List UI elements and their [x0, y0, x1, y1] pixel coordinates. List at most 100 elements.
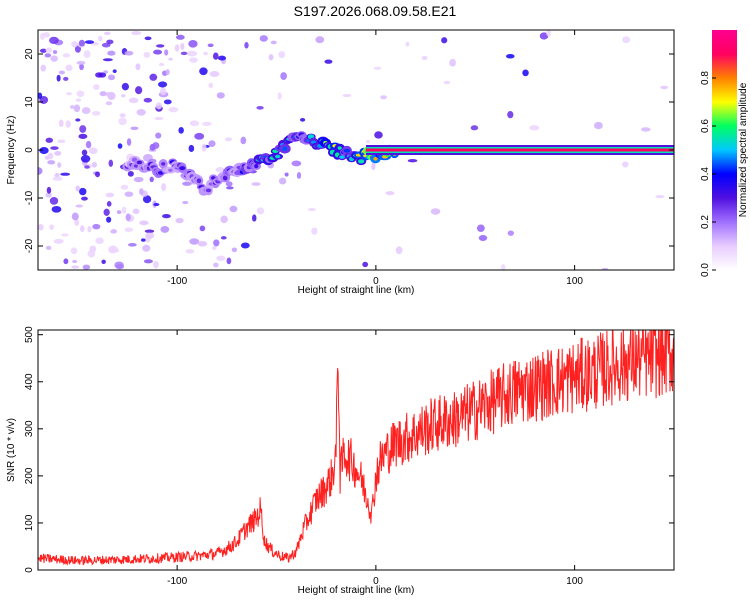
spectrogram-noise-cell — [72, 259, 78, 264]
spectrogram-noise-cell — [307, 208, 316, 212]
spectrogram-noise-cell — [217, 55, 226, 61]
spectrogram-ridge-core — [179, 166, 186, 171]
spectrogram-noise-cell — [229, 205, 238, 213]
spectrogram-noise-cell — [110, 229, 118, 234]
spectrogram-noise-cell — [220, 215, 228, 224]
snr-y-label: SNR (10 * v/v) — [6, 418, 17, 482]
spectrogram-noise-cell — [175, 34, 185, 40]
spectrogram-noise-cell — [84, 165, 90, 169]
spectrogram-noise-cell — [143, 51, 151, 58]
spectrogram-noise-cell — [65, 64, 73, 72]
spectrogram-noise-cell — [103, 31, 111, 36]
spectrogram-y-label: Frequency (Hz) — [6, 116, 17, 185]
spectrogram-noise-cell — [103, 208, 110, 216]
spectrogram-noise-cell — [139, 188, 144, 195]
colorbar-tick-label: 0.6 — [700, 119, 711, 133]
spectrogram-noise-cell — [201, 143, 207, 152]
spectrogram-noise-cell — [405, 41, 410, 47]
spectrogram-noise-cell — [601, 267, 609, 270]
spectrogram-noise-cell — [315, 36, 325, 44]
spectrogram-noise-cell — [76, 90, 85, 98]
spectrogram-noise-cell — [185, 249, 195, 254]
spectrogram-noise-cell — [259, 35, 268, 42]
spectrogram-noise-cell — [135, 63, 141, 71]
colorbar-gradient — [712, 30, 737, 270]
spectrogram-noise-cell — [46, 186, 52, 194]
spectrogram-noise-cell — [82, 264, 91, 270]
spectrogram-noise-cell — [38, 224, 44, 231]
spectrogram-noise-cell — [121, 206, 127, 214]
spectrogram-noise-cell — [622, 36, 631, 44]
spectrogram-noise-cell — [83, 50, 91, 58]
spectrogram-noise-cell — [52, 176, 63, 181]
spectrogram-noise-cell — [39, 48, 47, 53]
spectrogram-noise-cell — [197, 240, 208, 247]
spectrogram-noise-cell — [73, 104, 81, 113]
spectrogram-noise-cell — [115, 264, 125, 270]
colorbar-tick-label: 0.0 — [700, 263, 711, 277]
spectrogram-noise-cell — [159, 62, 165, 67]
spectrogram-noise-cell — [78, 39, 85, 47]
spectrogram-noise-cell — [165, 69, 170, 76]
spectrogram-ridge-core — [254, 164, 259, 169]
spectrogram-noise-cell — [49, 36, 59, 45]
spectrogram-noise-cell — [470, 125, 479, 131]
spectrogram-noise-cell — [101, 259, 106, 264]
spectrogram-noise-cell — [135, 86, 143, 95]
snr-panel: -100 0 100 0 100 200 300 400 500 Height of stra… — [6, 326, 675, 596]
spectrogram-noise-cell — [208, 140, 216, 147]
snr-y-tick-label: 200 — [24, 467, 35, 484]
spectrogram-noise-cell — [45, 137, 54, 143]
spectrogram-noise-cell — [79, 63, 84, 71]
spectrogram-noise-cell — [256, 105, 264, 110]
spectrogram-noise-cell — [284, 172, 289, 177]
snr-y-tick-label: 0 — [24, 567, 35, 573]
spectrogram-noise-cell — [163, 99, 172, 105]
spectrogram-noise-cell — [507, 230, 515, 236]
colorbar-tick-label: 0.8 — [700, 71, 711, 85]
spectrogram-noise-cell — [153, 49, 163, 55]
spectrogram-noise-cell — [373, 66, 382, 70]
spectrogram-noise-cell — [180, 51, 188, 56]
spectrogram-noise-cell — [95, 72, 103, 78]
spectrogram-noise-cell — [54, 150, 62, 156]
spectrogram-x-label: Height of straight line (km) — [298, 285, 415, 296]
spectrogram-noise-cell — [144, 36, 152, 41]
spectrogram-noise-cell — [215, 167, 225, 173]
spectrogram-noise-cell — [500, 264, 506, 270]
spectrogram-noise-cell — [128, 97, 139, 104]
spectrogram-noise-cell — [95, 237, 104, 245]
spectrogram-noise-cell — [61, 233, 69, 237]
spectrogram-ridge-core — [274, 154, 281, 159]
spectrogram-noise-cell — [47, 152, 54, 160]
spectrogram-noise-cell — [53, 238, 64, 244]
spectrogram-noise-cell — [161, 183, 167, 192]
spectrogram-noise-cell — [75, 118, 81, 122]
spectrogram-noise-cell — [296, 172, 302, 179]
spectrogram-noise-cell — [71, 41, 79, 48]
spectrogram-noise-cell — [78, 133, 88, 139]
spectrogram-noise-cell — [291, 160, 302, 167]
spectrogram-noise-cell — [119, 113, 126, 118]
spectrogram-noise-cell — [81, 107, 91, 115]
spectrogram-noise-cell — [244, 42, 249, 49]
spectrogram-ridge-core — [337, 146, 342, 150]
spectrogram-noise-cell — [130, 126, 139, 130]
snr-x-ticks: -100 0 100 — [167, 330, 583, 587]
spectrogram-noise-cell — [216, 255, 226, 262]
spectrogram-noise-cell — [81, 149, 88, 156]
spectrogram-noise-cell — [87, 226, 92, 233]
colorbar-tick-label: 0.4 — [700, 167, 711, 181]
spectrogram-noise-cell — [251, 182, 261, 186]
spectrogram-noise-cell — [58, 119, 64, 128]
spectrogram-noise-cell — [209, 70, 220, 78]
spectrogram-noise-cell — [91, 161, 98, 168]
spectrogram-noise-cell — [145, 232, 155, 239]
spectrogram-noise-cell — [70, 247, 78, 255]
spectrogram-noise-cell — [56, 74, 61, 82]
spectrogram-noise-cell — [199, 67, 208, 76]
spectrogram-noise-cell — [362, 261, 369, 268]
spectrogram-noise-cell — [220, 236, 227, 240]
spectrogram-tone-core — [365, 148, 674, 152]
